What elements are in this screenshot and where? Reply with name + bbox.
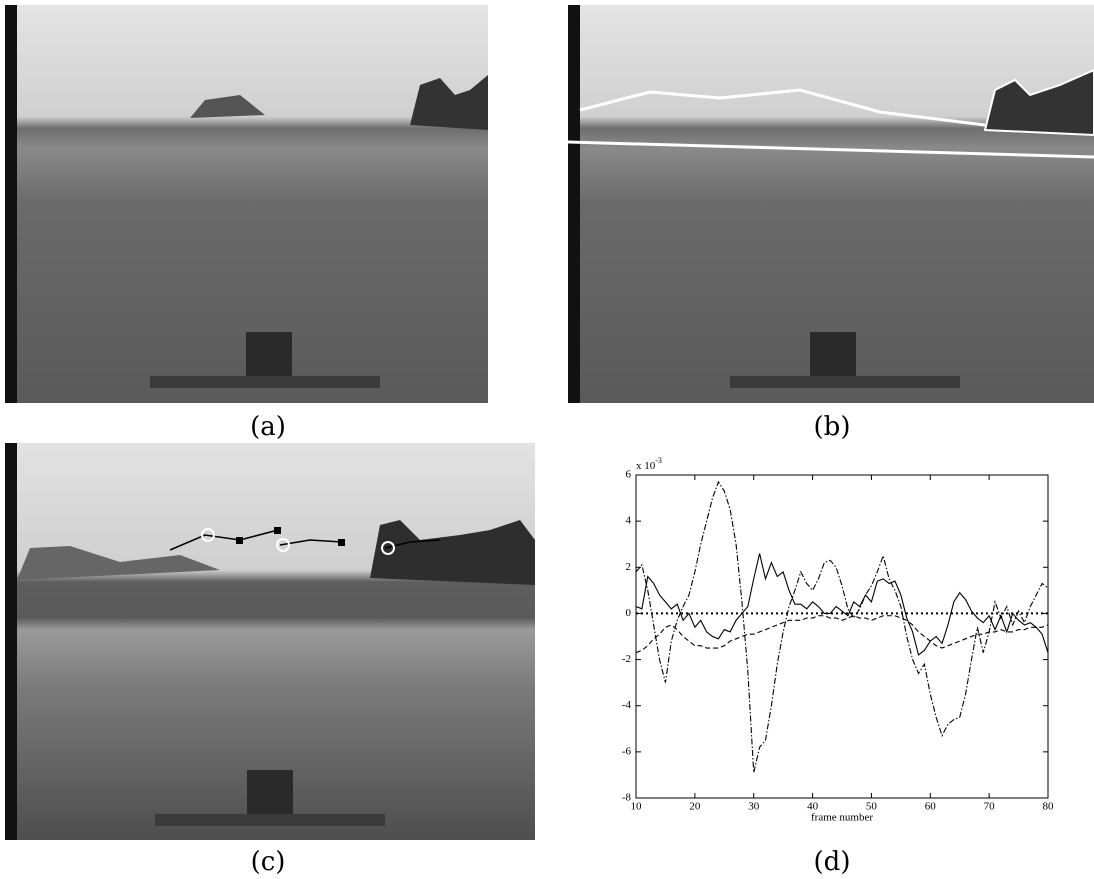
x-tick-label: 40 — [807, 801, 819, 813]
plot-d: 10 20 30 40 50 60 70 80 -8 -6 -4 -2 0 2 4 6 frame number… — [622, 456, 1054, 824]
photo-a — [5, 5, 488, 403]
y-multiplier-exponent: -3 — [655, 456, 662, 465]
series-line — [635, 615, 1049, 654]
series-line — [635, 553, 1049, 656]
y-multiplier: x 10-3 — [636, 456, 662, 472]
x-tick-label: 80 — [1043, 801, 1055, 813]
x-tick-label: 50 — [866, 801, 878, 813]
caption: (a) — [250, 412, 286, 442]
x-tick-label: 70 — [984, 801, 996, 813]
caption: (c) — [251, 847, 286, 877]
photo-c — [5, 443, 535, 840]
x-axis-label: frame number — [811, 812, 873, 824]
photo-b — [567, 5, 1094, 403]
caption: (d) — [814, 847, 851, 877]
plot-frame — [635, 474, 1049, 799]
y-tick-label: 4 — [626, 515, 632, 527]
y-tick-label: -4 — [622, 699, 632, 711]
y-multiplier-base: x 10 — [636, 460, 656, 472]
series-line — [635, 480, 1049, 773]
x-tick-label: 10 — [631, 801, 643, 813]
y-tick-label: -2 — [622, 653, 631, 665]
y-tick-label: 6 — [626, 469, 632, 481]
x-tick-label: 20 — [689, 801, 701, 813]
y-tick-label: 2 — [626, 561, 632, 573]
y-tick-label: 0 — [626, 607, 632, 619]
x-tick-label: 60 — [925, 801, 937, 813]
y-tick-label: -6 — [622, 745, 632, 757]
x-tick-label: 30 — [748, 801, 760, 813]
y-tick-label: -8 — [622, 792, 632, 804]
caption: (b) — [814, 412, 851, 442]
